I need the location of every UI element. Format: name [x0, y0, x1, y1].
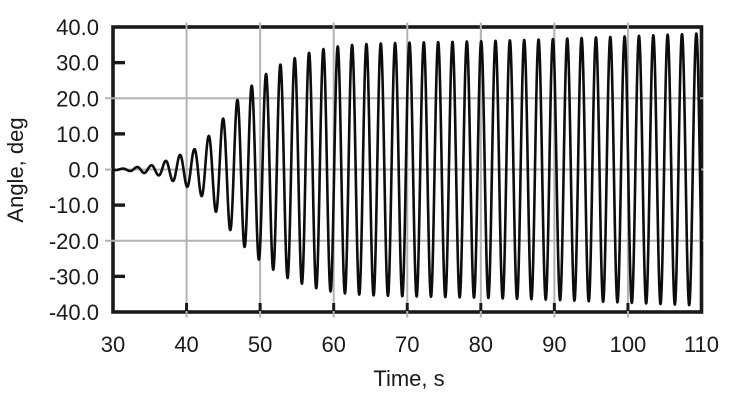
y-tick-label: -30.0: [49, 264, 99, 289]
x-tick-label: 50: [248, 332, 272, 357]
y-tick-label: 0.0: [68, 158, 99, 183]
x-tick-label: 70: [395, 332, 419, 357]
x-tick-label: 60: [321, 332, 345, 357]
data-series: [111, 32, 703, 307]
x-tick-label: 100: [610, 332, 647, 357]
y-tick-label: -40.0: [49, 300, 99, 325]
y-tick-label: -20.0: [49, 229, 99, 254]
x-tick-label: 40: [174, 332, 198, 357]
x-tick-label: 90: [542, 332, 566, 357]
y-tick-label: -10.0: [49, 193, 99, 218]
y-tick-label: 30.0: [56, 51, 99, 76]
x-axis-title: Time, s: [373, 366, 444, 391]
y-tick-label: 10.0: [56, 122, 99, 147]
x-tick-label: 110: [684, 332, 719, 357]
x-tick-label: 30: [101, 332, 125, 357]
y-axis-title: Angle, deg: [3, 117, 28, 222]
angle-curve: [111, 32, 703, 307]
y-tick-label: 20.0: [56, 86, 99, 111]
axis-labels: Time, s Angle, deg 40.0 30.0 20.0 10.0 0.0 -1…: [3, 15, 719, 391]
y-tick-label: 40.0: [56, 15, 99, 40]
x-tick-label: 80: [469, 332, 493, 357]
axis-ticks: [114, 60, 630, 311]
